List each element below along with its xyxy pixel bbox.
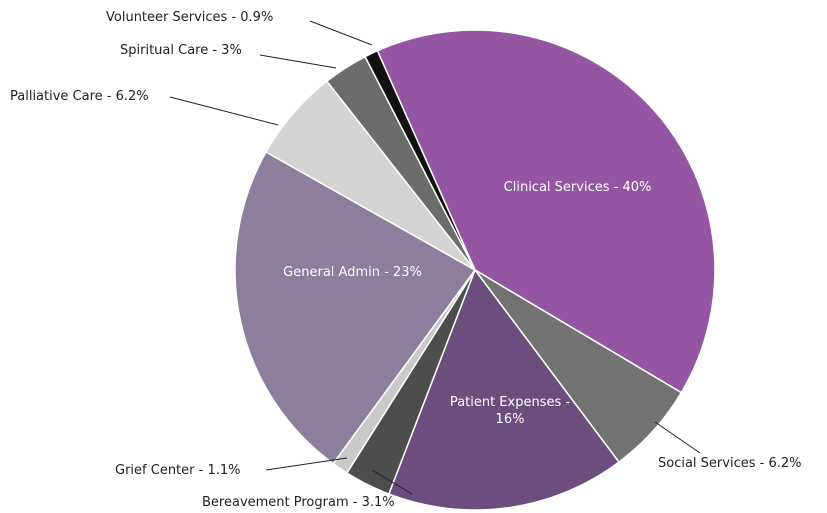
slice-label: Bereavement Program - 3.1% (202, 495, 395, 510)
slice-label: Clinical Services - 40% (503, 180, 652, 195)
slice-label: Social Services - 6.2% (658, 456, 802, 471)
slice-label: Spiritual Care - 3% (120, 43, 242, 58)
pie-slice (387, 268, 620, 511)
leader-line (309, 20, 373, 46)
leader-line (371, 469, 413, 495)
pie-slice (364, 49, 476, 271)
leader-line (169, 96, 279, 126)
leader-line (265, 457, 348, 471)
pie-slice (376, 29, 716, 394)
slice-label: Volunteer Services - 0.9% (106, 10, 274, 25)
slice-label: Palliative Care - 6.2% (10, 89, 149, 104)
slice-label: Patient Expenses - 16% (449, 395, 571, 427)
pie-slice (234, 150, 477, 465)
slice-label: General Admin - 23% (283, 265, 422, 280)
leader-line (259, 54, 337, 69)
leader-line (654, 421, 701, 454)
slice-label: Grief Center - 1.1% (115, 463, 241, 478)
